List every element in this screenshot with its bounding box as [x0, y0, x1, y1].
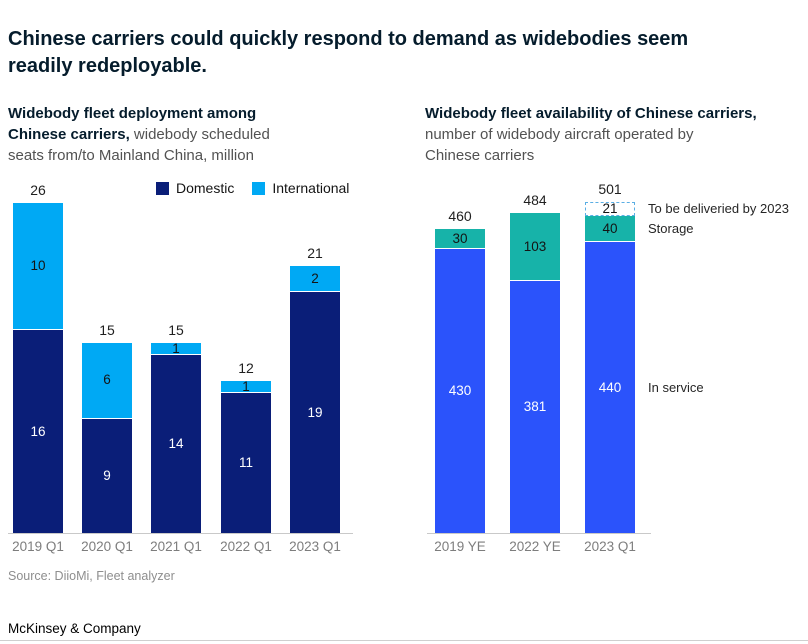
chart-title-line: Widebody fleet availability of Chinese c… [425, 103, 805, 124]
bar-segment-domestic: 11 [221, 393, 271, 533]
bar-value-label: 9 [103, 468, 111, 484]
bar-value-label: 440 [598, 379, 622, 395]
chart-title-line: Widebody fleet deployment among [8, 103, 348, 124]
chart-subtitle-text: seats from/to Mainland China, million [8, 147, 254, 164]
legend-label: International [272, 180, 350, 196]
bar-segment-storage: 40 [585, 215, 635, 243]
bar-segment-storage: 103 [510, 213, 560, 282]
bar-total-label: 15 [99, 321, 115, 338]
legend-swatch-domestic-icon [156, 181, 169, 195]
page-title-line-2: readily redeployable. [8, 55, 207, 77]
bar-total-label: 460 [448, 207, 472, 224]
chart-title-line: number of widebody aircraft operated by [425, 124, 805, 145]
bar-value-label: 10 [30, 258, 46, 274]
bar-segment-domestic: 9 [82, 418, 132, 533]
bar-value-label: 381 [523, 399, 547, 415]
chart-subtitle-text: Chinese carriers [425, 147, 535, 164]
bar-value-label: 11 [238, 455, 253, 471]
x-tick-label: 2021 Q1 [150, 539, 202, 554]
bar-total-label: 501 [598, 180, 622, 197]
bar-total-label: 12 [238, 359, 254, 376]
x-tick-label: 2022 YE [509, 539, 561, 554]
chart-title-line: Chinese carriers [425, 145, 805, 166]
left-chart-legend: Domestic International [156, 180, 349, 196]
chart-subtitle-text: number of widebody aircraft operated by [425, 126, 694, 143]
bar-value-label: 30 [452, 230, 468, 246]
bar-value-label: 103 [523, 238, 547, 254]
bar-segment-international: 2 [290, 266, 340, 292]
bar-total-label: 26 [30, 182, 46, 198]
source-note: Source: DiioMi, Fleet analyzer [8, 569, 175, 583]
bar-segment-in-service: 381 [510, 281, 560, 533]
left-chart-title: Widebody fleet deployment among Chinese c… [8, 103, 348, 166]
bar-segment-domestic: 14 [151, 355, 201, 533]
bar-value-label: 1 [242, 378, 250, 394]
x-tick-label: 2023 Q1 [289, 539, 341, 554]
page-title: Chinese carriers could quickly respond t… [8, 26, 778, 80]
chart-subtitle-text: widebody scheduled [129, 126, 270, 143]
x-tick-label: 2019 YE [434, 539, 486, 554]
x-tick-label: 2023 Q1 [584, 539, 636, 554]
bar-value-label: 19 [307, 404, 323, 420]
bar-value-label: 430 [448, 383, 472, 399]
bar-segment-in-service: 440 [585, 242, 635, 533]
bar-segment-international: 6 [82, 342, 132, 419]
bar-value-label: 1 [172, 340, 180, 356]
bar-segment-domestic: 16 [13, 329, 63, 533]
chart-title-bold-text: Chinese carriers, [8, 126, 130, 143]
bar-segment-storage: 30 [435, 228, 485, 249]
bar-total-label: 15 [168, 321, 184, 338]
bar-value-label: 21 [602, 201, 618, 217]
series-annotation-to-be-deliveried-by-2023: To be deliveried by 2023 [648, 200, 789, 216]
series-annotation-storage: Storage [648, 220, 694, 236]
legend-swatch-international-icon [252, 181, 266, 195]
legend-item-domestic: Domestic [156, 180, 234, 196]
x-axis-line [8, 533, 353, 534]
bar-segment-international: 10 [13, 203, 63, 330]
bar-segment-to-be-deliveried-by-2023: 21 [585, 201, 635, 217]
x-tick-label: 2019 Q1 [12, 539, 64, 554]
bar-total-label: 484 [523, 192, 547, 209]
bar-segment-domestic: 19 [290, 291, 340, 533]
bar-value-label: 14 [168, 436, 184, 452]
bar-segment-international: 1 [221, 378, 271, 394]
chart-title-bold-text: Widebody fleet deployment among [8, 105, 257, 122]
bar-value-label: 2 [311, 270, 319, 286]
legend-label: Domestic [176, 180, 235, 196]
bottom-divider [0, 640, 808, 641]
company-wordmark: McKinsey & Company [8, 621, 141, 636]
chart-title-line: seats from/to Mainland China, million [8, 145, 348, 166]
x-tick-label: 2020 Q1 [81, 539, 133, 554]
chart-title-bold-text: Widebody fleet availability of Chinese c… [425, 105, 757, 122]
bar-total-label: 21 [307, 245, 323, 262]
right-chart-title: Widebody fleet availability of Chinese c… [425, 103, 805, 166]
bar-value-label: 6 [103, 372, 111, 388]
bar-value-label: 16 [30, 423, 46, 439]
bar-segment-international: 1 [151, 340, 201, 356]
bar-segment-in-service: 430 [435, 248, 485, 533]
x-axis-line [427, 533, 651, 534]
x-tick-label: 2022 Q1 [220, 539, 272, 554]
bar-value-label: 40 [602, 220, 618, 236]
series-annotation-in-service: In service [648, 379, 704, 395]
chart-title-line: Chinese carriers, widebody scheduled [8, 124, 348, 145]
page-title-line-1: Chinese carriers could quickly respond t… [8, 28, 689, 50]
legend-item-international: International [252, 180, 349, 196]
